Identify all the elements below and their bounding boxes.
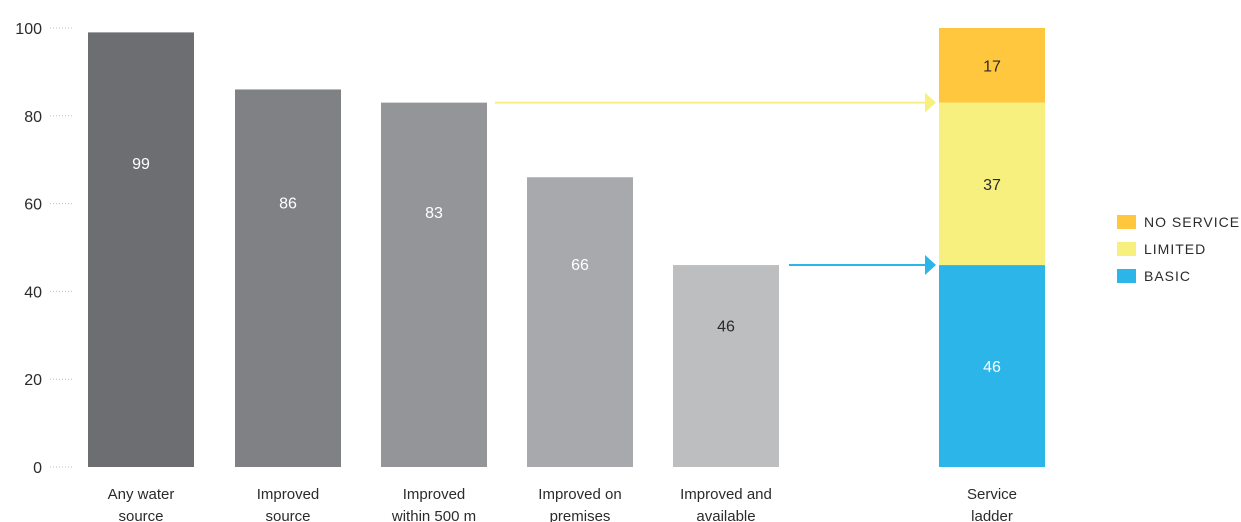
legend-swatch-no-service (1117, 214, 1136, 229)
arrow-head (925, 92, 936, 113)
x-category-label: Any water source (108, 486, 175, 522)
legend-swatch-limited (1117, 241, 1136, 256)
x-category-label-line: premises (550, 508, 611, 522)
stack-segment-value-label: 17 (983, 58, 1001, 75)
stack-segment-basic (939, 265, 1045, 467)
bar (381, 102, 487, 467)
x-category-label: Improved and available (680, 486, 772, 522)
legend-item-no-service: NO SERVICE (1117, 208, 1240, 235)
x-category-label-line: Service (967, 486, 1017, 503)
x-category-label-line: available (696, 508, 755, 522)
x-category-label-line: Any water (108, 486, 175, 503)
legend-label-no-service: NO SERVICE (1144, 213, 1241, 230)
y-tick-label: 40 (24, 284, 42, 301)
bar-value-label: 46 (717, 319, 735, 336)
bar (235, 89, 341, 468)
bar-value-label: 83 (425, 205, 443, 222)
y-tick-label: 60 (24, 197, 42, 214)
x-category-label-line: within 500 m (391, 508, 476, 522)
y-tick-label: 0 (33, 460, 42, 477)
y-tick-label: 80 (24, 109, 42, 126)
x-category-label-line: source (265, 508, 310, 522)
y-tick-label: 100 (15, 21, 42, 38)
x-category-label-line: source (118, 508, 163, 522)
x-category-label: Service ladder (967, 486, 1017, 522)
stack-segment-value-label: 37 (983, 177, 1001, 194)
bar (88, 32, 194, 467)
bar (673, 265, 779, 467)
arrow-head (925, 255, 936, 276)
stack-segment-no-service (939, 28, 1045, 103)
x-category-label-line: Improved (257, 486, 320, 503)
stack-segment-limited (939, 102, 1045, 266)
bar (527, 177, 633, 467)
x-category-label-line: Improved (403, 486, 466, 503)
y-tick-label: 20 (24, 372, 42, 389)
x-category-label: Improved source (257, 486, 320, 522)
legend-item-limited: LIMITED (1117, 235, 1240, 262)
bar-value-label: 86 (279, 196, 297, 213)
x-category-label: Improved on premises (538, 486, 621, 522)
legend: NO SERVICE LIMITED BASIC (1117, 208, 1240, 289)
x-category-label-line: Improved on (538, 486, 621, 503)
x-category-label: Improved within 500 m (391, 486, 476, 522)
legend-label-limited: LIMITED (1144, 240, 1207, 257)
legend-swatch-basic (1117, 268, 1136, 283)
bar-value-label: 99 (132, 156, 150, 173)
legend-item-basic: BASIC (1117, 262, 1240, 289)
legend-label-basic: BASIC (1144, 267, 1192, 284)
stack-segment-value-label: 46 (983, 359, 1001, 376)
x-category-label-line: ladder (971, 508, 1013, 522)
x-category-label-line: Improved and (680, 486, 772, 503)
bar-value-label: 66 (571, 257, 589, 274)
